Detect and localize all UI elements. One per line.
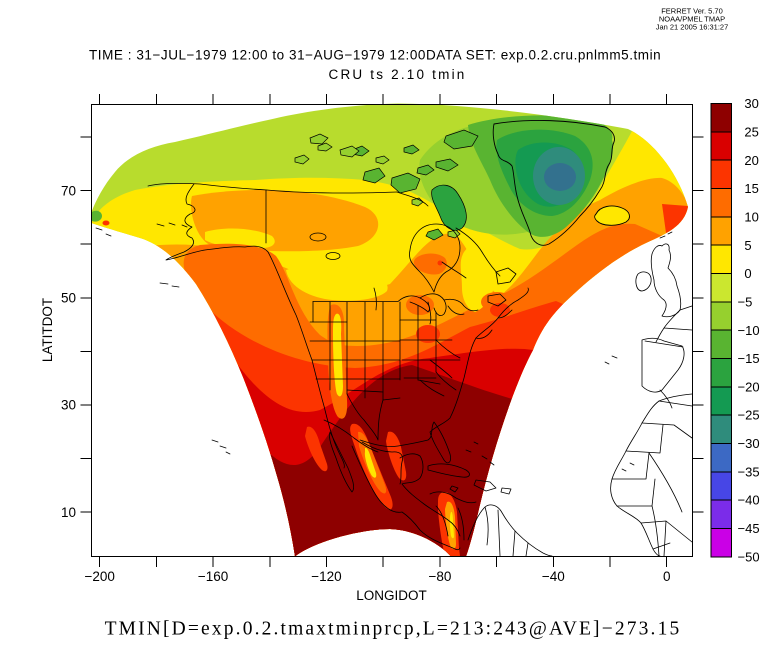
svg-text:50: 50: [61, 291, 76, 306]
svg-text:5: 5: [744, 238, 751, 253]
svg-text:0: 0: [744, 266, 751, 281]
svg-text:−80: −80: [428, 569, 451, 584]
svg-text:LATITDOT: LATITDOT: [40, 298, 55, 362]
svg-text:−160: −160: [198, 569, 228, 584]
svg-text:0: 0: [663, 569, 671, 584]
svg-text:CRU ts 2.10 tmin: CRU ts 2.10 tmin: [329, 67, 467, 82]
svg-text:−40: −40: [542, 569, 565, 584]
svg-text:LONGIDOT: LONGIDOT: [356, 588, 427, 603]
svg-text:−50: −50: [738, 549, 760, 564]
svg-text:30: 30: [61, 398, 76, 413]
svg-text:25: 25: [744, 125, 758, 140]
svg-text:FERRET Ver. 5.70: FERRET Ver. 5.70: [661, 7, 723, 16]
svg-text:−45: −45: [738, 521, 760, 536]
svg-text:−25: −25: [738, 408, 760, 423]
svg-text:−10: −10: [738, 323, 760, 338]
svg-text:Jan 21 2005 16:31:27: Jan 21 2005 16:31:27: [656, 23, 729, 32]
svg-text:30: 30: [744, 96, 758, 111]
svg-text:TMIN[D=exp.0.2.tmaxtminprcp,L=: TMIN[D=exp.0.2.tmaxtminprcp,L=213:243@AV…: [105, 619, 682, 640]
svg-text:TIME : 31−JUL−1979 12:00 to 31: TIME : 31−JUL−1979 12:00 to 31−AUG−1979 …: [89, 48, 661, 63]
svg-text:10: 10: [61, 505, 76, 520]
svg-text:−40: −40: [738, 493, 760, 508]
svg-text:−200: −200: [84, 569, 114, 584]
svg-text:−35: −35: [738, 464, 760, 479]
svg-text:15: 15: [744, 181, 758, 196]
svg-text:−30: −30: [738, 436, 760, 451]
svg-text:−5: −5: [738, 295, 753, 310]
svg-text:20: 20: [744, 153, 758, 168]
svg-text:NOAA/PMEL TMAP: NOAA/PMEL TMAP: [659, 15, 725, 24]
svg-text:−120: −120: [311, 569, 341, 584]
svg-text:−15: −15: [738, 351, 760, 366]
svg-text:−20: −20: [738, 379, 760, 394]
svg-text:70: 70: [61, 183, 76, 198]
svg-text:10: 10: [744, 210, 758, 225]
